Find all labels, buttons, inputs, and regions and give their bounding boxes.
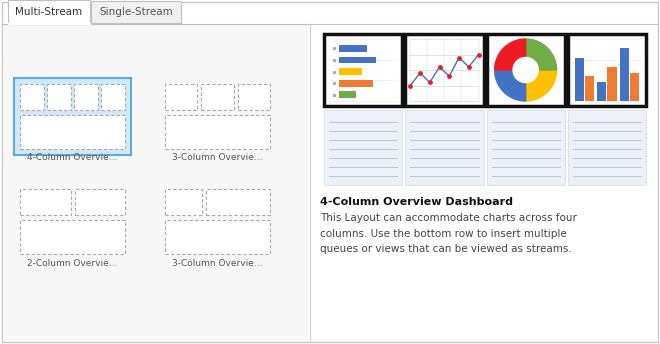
Text: 3-Column Overvie...: 3-Column Overvie... (172, 153, 263, 162)
Bar (165, 220, 270, 254)
Bar (405, 110, 484, 185)
Point (473, 52, 484, 57)
Bar (47, 84, 71, 110)
Bar (101, 84, 125, 110)
Bar (486, 110, 565, 185)
Bar (597, 83, 607, 101)
Bar (607, 67, 616, 101)
Bar (165, 189, 202, 215)
Bar (324, 34, 402, 106)
Point (444, 74, 455, 79)
Polygon shape (494, 70, 525, 101)
Point (434, 64, 445, 69)
Text: 2-Column Overvie...: 2-Column Overvie... (27, 258, 117, 268)
Point (424, 80, 435, 85)
Bar (3, 24, 308, 340)
Bar (20, 84, 44, 110)
Bar (75, 189, 125, 215)
Bar (165, 84, 197, 110)
Polygon shape (494, 39, 525, 70)
Point (453, 55, 464, 60)
Bar (620, 48, 629, 101)
Bar (201, 84, 234, 110)
Bar (20, 189, 71, 215)
Text: 4-Column Overvie...: 4-Column Overvie... (27, 153, 117, 162)
Bar (568, 110, 646, 185)
Text: Multi-Stream: Multi-Stream (15, 7, 82, 17)
Text: Single-Stream: Single-Stream (99, 7, 173, 17)
Polygon shape (525, 39, 556, 70)
Bar (339, 80, 373, 87)
Bar (324, 110, 402, 185)
Bar (20, 115, 125, 149)
Text: 3-Column Overvie...: 3-Column Overvie... (172, 258, 263, 268)
Text: 4-Column Overview Dashboard: 4-Column Overview Dashboard (320, 197, 513, 207)
Bar (74, 84, 98, 110)
Bar (575, 57, 583, 101)
Bar (339, 45, 367, 52)
Bar (339, 92, 356, 98)
Bar (405, 34, 484, 106)
Point (414, 71, 425, 76)
Bar (238, 84, 270, 110)
Bar (630, 73, 640, 101)
Bar (14, 78, 131, 155)
Bar (339, 68, 362, 75)
Bar (486, 34, 565, 106)
Point (405, 83, 416, 88)
Bar (206, 189, 270, 215)
Bar (339, 56, 376, 63)
Bar (20, 220, 125, 254)
Bar (165, 115, 270, 149)
Polygon shape (525, 70, 556, 101)
Text: This Layout can accommodate charts across four
columns. Use the bottom row to in: This Layout can accommodate charts acros… (320, 213, 577, 254)
Bar (91, 1, 181, 23)
Bar (568, 34, 646, 106)
Point (463, 64, 474, 69)
Bar (585, 76, 594, 101)
Bar (8, 0, 90, 24)
